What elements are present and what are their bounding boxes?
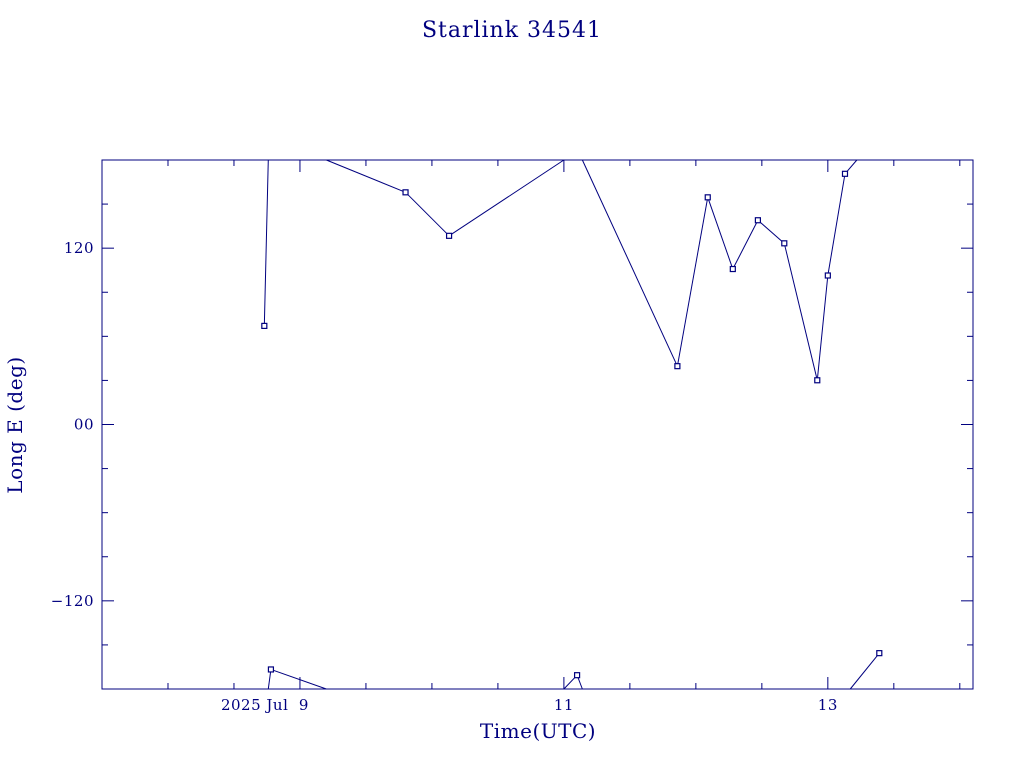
x-tick-label: 11 <box>554 696 574 714</box>
data-point <box>267 666 275 673</box>
series-longitude <box>263 159 880 690</box>
data-point <box>876 650 883 657</box>
series-segment <box>827 173 846 276</box>
series-segment <box>581 159 678 367</box>
y-tick-label: −120 <box>51 592 94 610</box>
data-point <box>754 217 761 224</box>
series-segment <box>263 159 269 326</box>
series-segment <box>757 219 785 244</box>
data-point <box>261 322 268 330</box>
series-segment <box>270 668 327 690</box>
data-point <box>729 265 736 273</box>
series-segment <box>267 669 272 690</box>
data-point <box>781 240 788 247</box>
series-segment <box>732 220 759 270</box>
series-segment <box>707 197 734 270</box>
series-segment <box>405 191 450 237</box>
data-point <box>814 377 821 384</box>
axis-ticks <box>101 159 973 690</box>
y-axis-label: Long E (deg) <box>3 356 27 493</box>
tick-labels: 2025 Jul 9 11 13 120 00 −120 <box>51 239 838 714</box>
x-axis-label: Time(UTC) <box>480 719 596 743</box>
y-tick-label: 00 <box>74 416 94 434</box>
data-point <box>704 194 711 201</box>
data-point <box>573 672 581 679</box>
series-segment <box>783 243 818 381</box>
x-tick-label: 13 <box>818 696 838 714</box>
data-point <box>674 363 681 370</box>
series-segment <box>326 159 406 193</box>
series-segment <box>676 197 709 367</box>
data-point <box>841 170 849 177</box>
plot-frame <box>101 159 974 690</box>
series-segment <box>448 159 565 237</box>
data-point <box>402 189 409 196</box>
y-tick-label: 120 <box>64 239 94 257</box>
data-point <box>445 232 453 239</box>
x-tick-label: 2025 Jul 9 <box>221 696 309 714</box>
chart-title: Starlink 34541 <box>422 18 602 43</box>
data-markers <box>261 170 883 679</box>
series-segment <box>816 275 829 381</box>
series-segment <box>849 652 880 690</box>
data-point <box>824 272 831 279</box>
